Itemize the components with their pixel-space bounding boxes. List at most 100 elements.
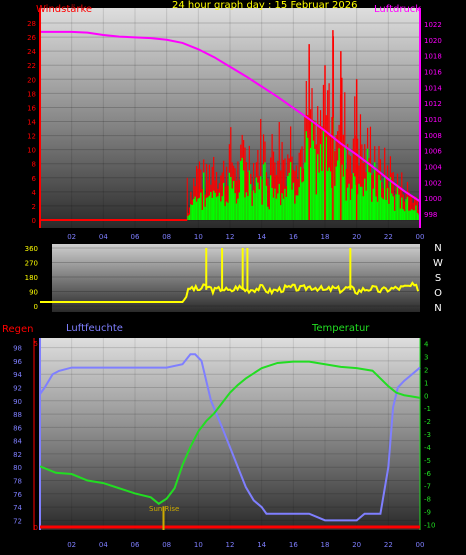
compass-label: S	[435, 273, 441, 284]
x-tick-label: 08	[162, 233, 171, 241]
x-tick-label: 06	[131, 233, 140, 241]
temperature-tick-label: -5	[424, 457, 431, 465]
humidity-label: Luftfeuchte	[66, 323, 123, 334]
temperature-label: Temperatur	[311, 323, 370, 334]
panel-2-grid	[52, 247, 420, 307]
x-tick-label: 00	[416, 541, 425, 549]
humidity-tick-label: 72	[13, 517, 22, 525]
rain-tick-label: 5	[34, 340, 38, 348]
x-tick-label: 10	[194, 233, 203, 241]
x-tick-label: 04	[99, 541, 108, 549]
wind-direction-line	[40, 281, 420, 303]
panel-3-background	[40, 338, 420, 530]
pressure-tick-label: 1006	[424, 148, 442, 156]
x-tick-label: 18	[321, 541, 330, 549]
compass-label: N	[434, 303, 441, 314]
pressure-tick-label: 1022	[424, 21, 442, 29]
compass-label: N	[434, 243, 441, 254]
x-tick-label: 04	[99, 233, 108, 241]
direction-tick-label: 270	[25, 260, 38, 268]
wind-tick-label: 28	[27, 20, 36, 28]
x-tick-label: 10	[194, 541, 203, 549]
pressure-tick-label: 1010	[424, 116, 442, 124]
x-tick-label: 06	[131, 541, 140, 549]
sunrise-label: Sun Rise	[149, 505, 179, 513]
humidity-tick-label: 80	[13, 464, 22, 472]
chart-title: 24 hour graph day : 15 Februar 2026	[172, 0, 357, 11]
humidity-tick-label: 88	[13, 411, 22, 419]
wind-tick-label: 10	[27, 147, 36, 155]
temperature-tick-label: 4	[424, 341, 429, 349]
wind-tick-label: 22	[27, 62, 36, 70]
rain-label: Regen	[2, 324, 34, 335]
x-tick-label: 20	[352, 233, 361, 241]
wind-label: Windstärke	[36, 4, 92, 15]
wind-tick-label: 20	[27, 76, 36, 84]
wind-tick-label: 8	[32, 161, 36, 169]
temperature-tick-label: -3	[424, 431, 431, 439]
pressure-tick-label: 1016	[424, 68, 442, 76]
wind-tick-label: 6	[32, 175, 37, 183]
x-tick-label: 20	[352, 541, 361, 549]
rain-tick-label: 0	[34, 524, 38, 532]
humidity-y-ticks: 72 74 76 78 80 82 84 86 88 90 92 94 96 98	[13, 345, 22, 526]
temperature-tick-label: 3	[424, 354, 428, 362]
wind-tick-label: 4	[32, 189, 37, 197]
wind-tick-label: 0	[32, 217, 36, 225]
x-tick-label: 22	[384, 541, 393, 549]
humidity-tick-label: 86	[13, 424, 22, 432]
wind-series	[40, 30, 420, 221]
temperature-tick-label: 0	[424, 392, 428, 400]
humidity-tick-label: 74	[13, 504, 22, 512]
panel-2-background	[52, 244, 420, 312]
direction-tick-label: 0	[34, 303, 38, 311]
wind-tick-label: 18	[27, 90, 36, 98]
pressure-tick-label: 1008	[424, 132, 442, 140]
wind-tick-label: 26	[27, 34, 36, 42]
pressure-tick-label: 1004	[424, 164, 442, 172]
pressure-tick-label: 1014	[424, 84, 442, 92]
temperature-tick-label: -4	[424, 444, 432, 452]
humidity-tick-label: 84	[13, 438, 22, 446]
temperature-tick-label: 2	[424, 366, 428, 374]
temperature-tick-label: -2	[424, 418, 431, 426]
pressure-line	[40, 30, 421, 203]
humidity-line	[39, 353, 421, 522]
x-tick-label: 02	[67, 541, 76, 549]
pressure-y-ticks: 998 1000 1002 1004 1006 1008 1010 1012 1014 1016 1…	[424, 21, 442, 219]
humidity-tick-label: 94	[13, 371, 22, 379]
temperature-tick-label: -8	[424, 496, 431, 504]
rain-y-ticks: 05	[34, 340, 38, 532]
temperature-tick-label: -7	[424, 483, 431, 491]
panel-1-x-ticks: 02 04 06 08 10 12 14 16 18 20 22 00	[67, 233, 424, 241]
humidity-tick-label: 78	[13, 478, 22, 486]
x-tick-label: 16	[289, 233, 298, 241]
pressure-label: Luftdruck	[374, 4, 421, 15]
wind-tick-label: 12	[27, 133, 36, 141]
pressure-tick-label: 998	[424, 211, 437, 219]
wind-tick-label: 2	[32, 203, 36, 211]
x-tick-label: 22	[384, 233, 393, 241]
humidity-tick-label: 82	[13, 451, 22, 459]
pressure-tick-label: 1000	[424, 195, 442, 203]
pressure-tick-label: 1020	[424, 37, 442, 45]
humidity-tick-label: 96	[13, 358, 22, 366]
direction-tick-label: 360	[25, 245, 38, 253]
pressure-tick-label: 1012	[424, 100, 442, 108]
humidity-tick-label: 76	[13, 491, 22, 499]
temperature-line	[39, 360, 421, 505]
humidity-tick-label: 90	[13, 398, 22, 406]
x-tick-label: 00	[416, 233, 425, 241]
x-tick-label: 12	[226, 541, 235, 549]
temperature-tick-label: -6	[424, 470, 432, 478]
direction-y-ticks: 0 90 180 270 360	[25, 245, 38, 311]
temperature-y-ticks: 4 3 2 1 0 -1 -2 -3 -4 -5 -6 -7 -8 -9 -10	[424, 341, 435, 530]
pressure-tick-label: 1002	[424, 179, 442, 187]
wind-tick-label: 24	[27, 48, 36, 56]
panel-3-x-ticks: 02 04 06 08 10 12 14 16 18 20 22 00	[67, 541, 424, 549]
x-tick-label: 18	[321, 233, 330, 241]
direction-tick-label: 90	[29, 289, 38, 297]
